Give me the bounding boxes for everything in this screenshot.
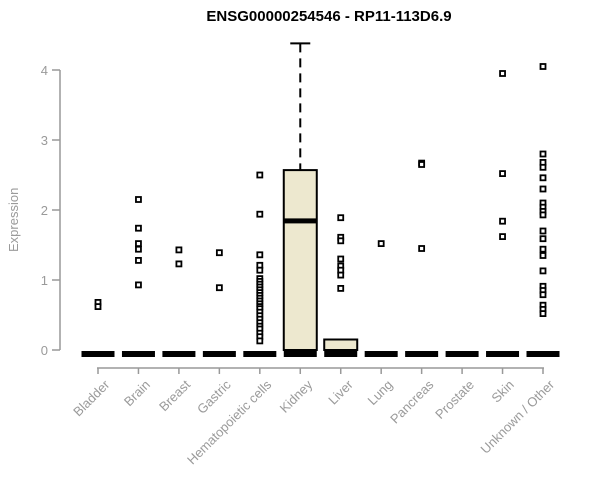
- category-brain: [121, 196, 155, 357]
- data-point: [175, 260, 183, 268]
- category-pancreas: [405, 159, 439, 357]
- median-line: [283, 218, 317, 224]
- data-point: [135, 240, 142, 248]
- data-point: [539, 245, 547, 253]
- y-tick-label: 4: [41, 63, 48, 78]
- category-breast: [162, 246, 196, 357]
- data-point: [135, 224, 142, 232]
- box-kidney: [282, 169, 318, 351]
- y-tick-label: 2: [41, 203, 48, 218]
- data-point: [337, 271, 345, 279]
- zero-median-bar: [486, 351, 520, 357]
- zero-median-bar: [364, 351, 398, 357]
- data-point: [539, 185, 547, 193]
- y-tick-label: 1: [41, 273, 48, 288]
- zero-median-bar: [526, 351, 560, 357]
- zero-median-bar: [121, 351, 155, 357]
- y-axis-title: Expression: [6, 187, 21, 252]
- category-kidney: [282, 42, 318, 357]
- data-point: [215, 284, 223, 292]
- zero-median-bar: [283, 351, 317, 357]
- category-liver: [323, 214, 359, 357]
- zero-median-bar: [202, 351, 236, 357]
- category-prostate: [445, 351, 479, 357]
- data-point: [539, 163, 547, 171]
- data-point: [135, 245, 142, 253]
- data-point: [539, 291, 547, 299]
- data-point: [499, 70, 506, 77]
- data-point: [539, 150, 547, 158]
- data-point: [135, 256, 142, 264]
- data-point: [418, 245, 426, 252]
- data-point: [256, 337, 264, 345]
- data-point: [499, 217, 506, 225]
- y-tick-label: 3: [41, 133, 48, 148]
- category-hematopoietic-cells: [243, 171, 277, 357]
- data-point: [539, 174, 547, 182]
- data-point: [499, 170, 506, 178]
- category-lung: [364, 240, 398, 357]
- zero-median-bar: [445, 351, 479, 357]
- y-tick-label: 0: [41, 343, 48, 358]
- data-point: [256, 210, 264, 218]
- data-point: [215, 249, 223, 257]
- category-unknown-other: [526, 63, 560, 357]
- data-point: [539, 63, 547, 70]
- data-point: [539, 211, 547, 219]
- data-point: [499, 233, 506, 241]
- category-skin: [486, 70, 520, 357]
- zero-median-bar: [162, 351, 196, 357]
- zero-median-bar: [324, 351, 358, 357]
- zero-median-bar: [243, 351, 277, 357]
- data-point: [256, 251, 264, 259]
- data-point: [256, 266, 264, 274]
- data-point: [135, 196, 142, 203]
- data-point: [539, 310, 547, 318]
- data-point: [256, 171, 264, 179]
- data-point: [337, 284, 345, 292]
- data-point: [337, 255, 345, 263]
- data-point: [539, 267, 547, 275]
- data-point: [94, 303, 102, 311]
- data-point: [175, 246, 183, 254]
- data-point: [377, 240, 385, 248]
- zero-median-bar: [81, 351, 115, 357]
- data-point: [539, 252, 547, 259]
- data-point: [337, 237, 345, 245]
- zero-median-bar: [405, 351, 439, 357]
- data-point: [337, 214, 345, 222]
- data-point: [135, 281, 142, 289]
- category-gastric: [202, 249, 236, 357]
- data-point: [418, 161, 426, 168]
- data-point: [539, 235, 547, 243]
- category-bladder: [81, 298, 115, 357]
- chart-title: ENSG00000254546 - RP11-113D6.9: [206, 8, 452, 25]
- data-point: [539, 227, 547, 235]
- box-liver: [323, 338, 359, 351]
